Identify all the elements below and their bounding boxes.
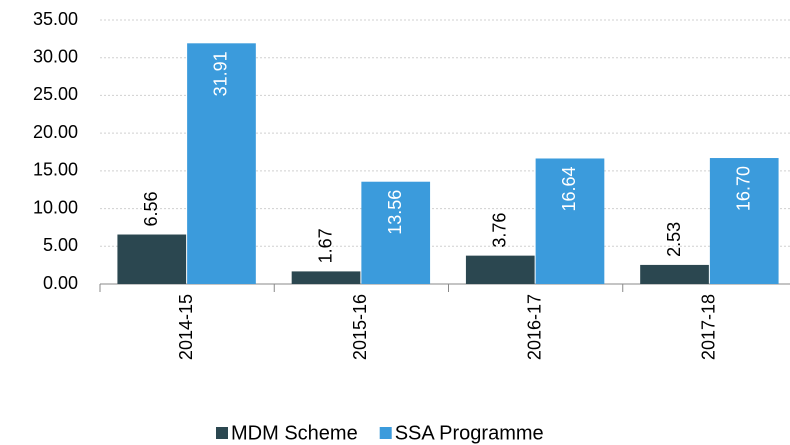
x-tick-label: 2017-18 <box>699 294 719 360</box>
y-tick-label: 20.00 <box>33 122 78 142</box>
bar <box>291 271 361 284</box>
bar <box>709 158 779 284</box>
data-label: 1.67 <box>315 228 335 263</box>
y-tick-label: 35.00 <box>33 9 78 29</box>
data-label: 6.56 <box>141 191 161 226</box>
x-tick-label: 2016-17 <box>524 294 544 360</box>
data-label: 13.56 <box>385 190 405 235</box>
bar <box>465 255 535 284</box>
y-tick-label: 0.00 <box>43 273 78 293</box>
bar <box>117 234 187 284</box>
data-label: 3.76 <box>490 213 510 248</box>
legend-label: SSA Programme <box>395 422 544 444</box>
bar <box>361 181 431 284</box>
legend-label: MDM Scheme <box>231 422 358 444</box>
data-label: 16.64 <box>559 166 579 211</box>
y-tick-label: 30.00 <box>33 46 78 66</box>
data-label: 16.70 <box>733 166 753 211</box>
legend-swatch <box>379 427 392 439</box>
y-tick-label: 15.00 <box>33 160 78 180</box>
bar <box>535 158 605 284</box>
bar <box>187 43 256 284</box>
x-tick-label: 2014-15 <box>176 294 196 360</box>
y-tick-label: 5.00 <box>43 235 78 255</box>
y-tick-label: 25.00 <box>33 84 78 104</box>
legend-swatch <box>216 427 228 439</box>
x-tick-label: 2015-16 <box>350 294 370 360</box>
bar <box>640 264 709 284</box>
y-tick-label: 10.00 <box>33 197 78 217</box>
data-label: 31.91 <box>211 51 231 96</box>
data-label: 2.53 <box>664 222 684 257</box>
